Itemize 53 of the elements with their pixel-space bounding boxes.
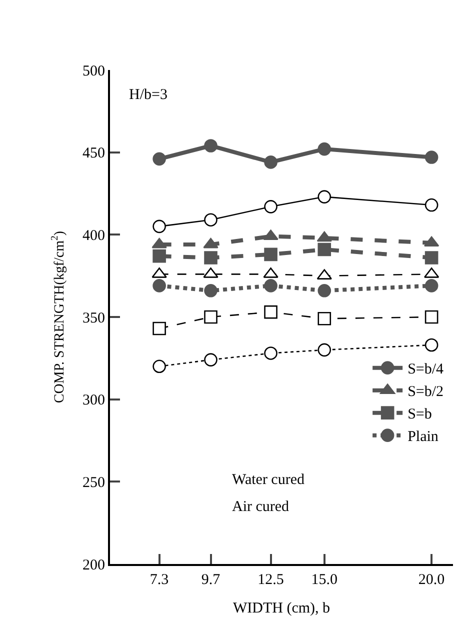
legend-label: S=b/4 [408,362,444,378]
point [264,279,278,292]
point [152,220,166,234]
text: H/b=3 [129,87,168,103]
point [424,150,438,164]
point [264,346,278,360]
point [204,213,218,226]
point [204,251,218,264]
y-tick-label: 400 [82,228,105,244]
point [264,248,278,262]
point [152,360,166,374]
point [204,139,218,152]
point [203,238,218,248]
y-tick-label: 250 [82,474,105,491]
point [318,343,332,357]
point [152,279,166,292]
point [318,284,332,298]
point [204,310,218,324]
legend-label: S=b/2 [408,384,444,400]
x-tick-label: 7.3 [150,572,169,588]
point [204,284,218,298]
point [152,322,166,336]
point [152,152,166,166]
point [318,142,332,156]
point [424,279,438,292]
annotation: Water cured [232,472,305,488]
point [152,238,167,248]
point [424,251,438,264]
point [424,198,438,212]
x-tick-label: 20.0 [418,572,445,588]
y-tick-label: 300 [82,392,105,409]
x-tick-label: 9.7 [201,572,221,588]
point [316,231,332,242]
x-axis-title: WIDTH (cm), b [232,600,330,616]
annotation: Air cured [232,499,290,515]
point [424,310,438,324]
point [318,242,332,256]
y-tick-label: 200 [82,557,105,574]
point [318,190,332,204]
point [264,200,278,214]
y-tick-label: 450 [82,146,105,162]
legend-label: S=b [408,406,432,423]
x-tick-label: 12.5 [258,572,284,588]
point [264,305,278,319]
point [204,353,218,366]
point [424,338,438,352]
point [318,312,332,326]
point [152,249,166,263]
x-tick-label: 15.0 [311,572,338,588]
y-tick-label: 500 [82,63,105,80]
legend-label: Plain [408,429,439,446]
y-tick-label: 350 [82,310,105,326]
point [264,156,278,169]
